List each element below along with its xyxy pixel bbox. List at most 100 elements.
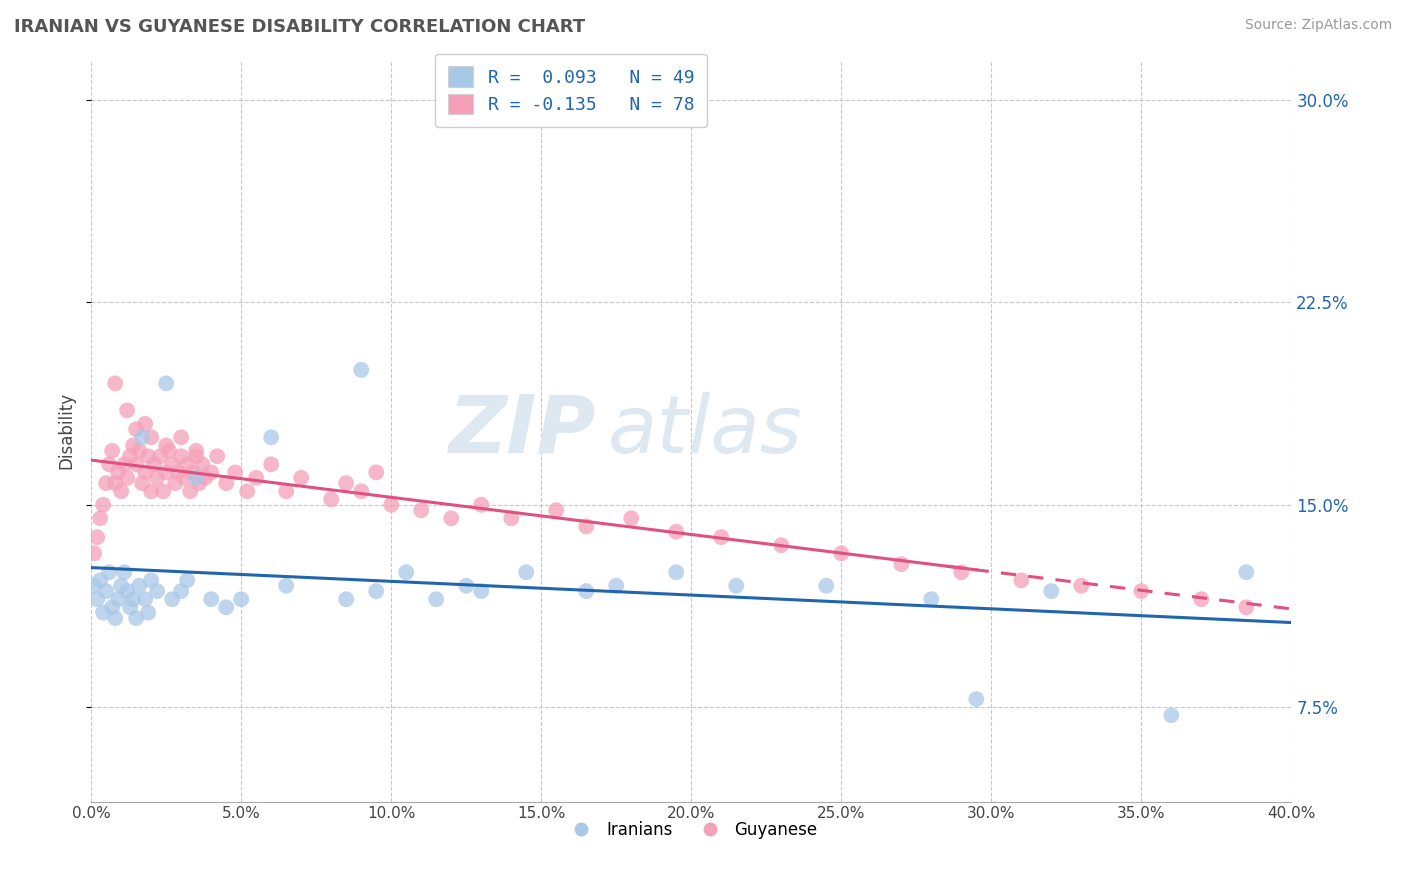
Text: ZIP: ZIP bbox=[449, 392, 595, 469]
Point bbox=[205, 449, 228, 463]
Point bbox=[395, 566, 418, 580]
Point bbox=[115, 403, 138, 417]
Point bbox=[120, 449, 142, 463]
Point bbox=[86, 592, 108, 607]
Point bbox=[188, 476, 211, 491]
Point bbox=[245, 471, 267, 485]
Point bbox=[186, 449, 208, 463]
Point bbox=[110, 484, 132, 499]
Text: IRANIAN VS GUYANESE DISABILITY CORRELATION CHART: IRANIAN VS GUYANESE DISABILITY CORRELATI… bbox=[14, 18, 585, 36]
Point bbox=[104, 376, 127, 391]
Point bbox=[155, 438, 177, 452]
Point bbox=[131, 476, 153, 491]
Point bbox=[380, 498, 402, 512]
Point bbox=[173, 471, 195, 485]
Point bbox=[128, 579, 150, 593]
Point bbox=[104, 611, 127, 625]
Point bbox=[920, 592, 942, 607]
Point bbox=[107, 592, 129, 607]
Point bbox=[260, 458, 283, 472]
Point bbox=[181, 466, 204, 480]
Y-axis label: Disability: Disability bbox=[58, 392, 75, 469]
Point bbox=[224, 466, 246, 480]
Point bbox=[1234, 566, 1257, 580]
Point bbox=[170, 430, 193, 444]
Point bbox=[125, 611, 148, 625]
Point bbox=[194, 471, 217, 485]
Point bbox=[830, 546, 852, 560]
Point bbox=[89, 574, 111, 588]
Legend: Iranians, Guyanese: Iranians, Guyanese bbox=[558, 814, 824, 846]
Point bbox=[620, 511, 643, 525]
Point bbox=[165, 476, 187, 491]
Point bbox=[96, 476, 118, 491]
Point bbox=[725, 579, 748, 593]
Point bbox=[1189, 592, 1212, 607]
Point bbox=[1070, 579, 1092, 593]
Point bbox=[167, 466, 190, 480]
Point bbox=[125, 458, 148, 472]
Point bbox=[366, 466, 388, 480]
Point bbox=[186, 443, 208, 458]
Point bbox=[104, 476, 127, 491]
Point bbox=[160, 458, 183, 472]
Point bbox=[96, 584, 118, 599]
Point bbox=[425, 592, 447, 607]
Point bbox=[770, 538, 793, 552]
Point bbox=[170, 584, 193, 599]
Point bbox=[98, 566, 121, 580]
Point bbox=[335, 476, 357, 491]
Point bbox=[122, 592, 145, 607]
Point bbox=[470, 584, 492, 599]
Point bbox=[186, 471, 208, 485]
Point bbox=[665, 524, 688, 539]
Point bbox=[141, 574, 163, 588]
Point bbox=[605, 579, 627, 593]
Point bbox=[83, 546, 105, 560]
Point bbox=[950, 566, 973, 580]
Point bbox=[86, 530, 108, 544]
Point bbox=[134, 417, 156, 431]
Point bbox=[155, 376, 177, 391]
Point bbox=[260, 430, 283, 444]
Point bbox=[215, 600, 238, 615]
Point bbox=[815, 579, 838, 593]
Point bbox=[143, 458, 166, 472]
Point bbox=[231, 592, 253, 607]
Point bbox=[101, 443, 124, 458]
Point bbox=[98, 458, 121, 472]
Point bbox=[146, 584, 169, 599]
Point bbox=[122, 438, 145, 452]
Point bbox=[191, 458, 214, 472]
Point bbox=[91, 606, 114, 620]
Point bbox=[546, 503, 568, 517]
Point bbox=[89, 511, 111, 525]
Point bbox=[276, 579, 298, 593]
Point bbox=[366, 584, 388, 599]
Point bbox=[131, 430, 153, 444]
Point bbox=[335, 592, 357, 607]
Point bbox=[200, 466, 222, 480]
Point bbox=[236, 484, 259, 499]
Point bbox=[215, 476, 238, 491]
Point bbox=[710, 530, 733, 544]
Point bbox=[176, 574, 198, 588]
Point bbox=[125, 422, 148, 436]
Point bbox=[152, 484, 174, 499]
Point bbox=[110, 579, 132, 593]
Text: atlas: atlas bbox=[607, 392, 801, 469]
Point bbox=[575, 519, 598, 533]
Point bbox=[411, 503, 433, 517]
Point bbox=[115, 471, 138, 485]
Point bbox=[1040, 584, 1063, 599]
Point bbox=[440, 511, 463, 525]
Point bbox=[1010, 574, 1032, 588]
Point bbox=[1160, 708, 1182, 723]
Point bbox=[890, 557, 912, 571]
Point bbox=[134, 592, 156, 607]
Point bbox=[170, 449, 193, 463]
Point bbox=[141, 430, 163, 444]
Point bbox=[321, 492, 343, 507]
Point bbox=[141, 484, 163, 499]
Point bbox=[350, 363, 373, 377]
